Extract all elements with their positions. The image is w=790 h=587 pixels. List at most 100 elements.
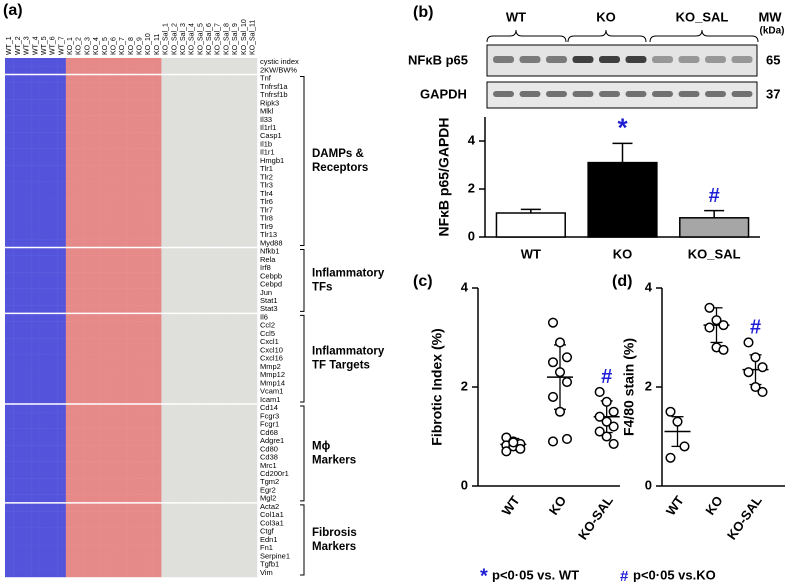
blot-mw: 65 <box>766 52 780 67</box>
y-tick-label: 4 <box>468 132 476 147</box>
heatmap-cell <box>170 568 179 578</box>
heatmap-cell <box>91 206 101 215</box>
heatmap-cell <box>57 544 67 553</box>
heatmap-cell <box>248 560 258 569</box>
heatmap-cell <box>144 66 153 75</box>
heatmap-cell <box>152 165 162 174</box>
heatmap-cell <box>22 255 32 265</box>
heatmap-cell <box>39 173 49 182</box>
heatmap-cell <box>22 90 32 100</box>
heatmap-cell <box>170 552 179 561</box>
heatmap-cell <box>48 263 58 273</box>
heatmap-cell <box>126 107 136 116</box>
heatmap-cell <box>48 436 58 446</box>
heatmap-cell <box>31 544 40 553</box>
heatmap-cell <box>13 445 23 454</box>
gene-label: Cxcl10 <box>260 345 283 354</box>
heatmap-cell <box>109 189 119 199</box>
heatmap-cell <box>222 527 232 537</box>
heatmap-cell <box>74 181 84 191</box>
heatmap-cell <box>74 255 84 265</box>
heatmap-cell <box>161 412 171 421</box>
heatmap-cell <box>170 371 179 380</box>
heatmap-cell <box>65 412 75 421</box>
heatmap-cell <box>31 552 40 561</box>
heatmap-cell <box>161 387 171 396</box>
heatmap-cell <box>109 436 119 446</box>
heatmap-cell <box>161 445 171 454</box>
heatmap-cell <box>213 404 223 413</box>
heatmap-cell <box>91 436 101 446</box>
heatmap-cell <box>230 272 240 281</box>
heatmap-cell <box>22 527 32 537</box>
heatmap-cell <box>39 395 49 405</box>
heatmap-cell <box>57 420 67 429</box>
heatmap-cell <box>83 428 93 438</box>
heatmap-cell <box>31 90 40 100</box>
heatmap-cell <box>91 478 101 487</box>
heatmap-cell <box>91 313 101 322</box>
heatmap-cell <box>144 387 153 396</box>
heatmap-cell <box>161 329 171 339</box>
heatmap-cell <box>109 206 119 215</box>
gene-label: Ccl5 <box>260 329 275 338</box>
heatmap-cell <box>65 189 75 199</box>
heatmap-cell <box>213 420 223 429</box>
heatmap-cell <box>5 461 14 471</box>
heatmap-cell <box>39 412 49 421</box>
heatmap-cell <box>109 329 119 339</box>
gene-label: Acta2 <box>260 502 279 511</box>
heatmap-cell <box>91 239 101 248</box>
heatmap-cell <box>248 222 258 232</box>
data-point <box>679 441 690 452</box>
data-point <box>594 411 605 422</box>
gene-label: Tnfrsf1a <box>260 82 288 91</box>
heatmap-cell <box>196 420 206 429</box>
heatmap-cell <box>5 321 14 331</box>
heatmap-cell <box>100 74 110 83</box>
gene-label: Tlr7 <box>260 205 273 214</box>
heatmap-cell <box>13 231 23 240</box>
column-label: KO_3 <box>84 37 91 55</box>
heatmap-cell <box>109 255 119 265</box>
heatmap-cell <box>31 354 40 364</box>
heatmap-cell <box>222 288 232 298</box>
heatmap-cell <box>126 214 136 223</box>
heatmap-cell <box>135 420 145 429</box>
gene-label: Vcam1 <box>260 387 283 396</box>
heatmap-cell <box>213 560 223 569</box>
heatmap-cell <box>222 387 232 396</box>
heatmap-cell <box>161 502 171 512</box>
gene-label: Fn1 <box>260 543 273 552</box>
heatmap-cell <box>57 478 67 487</box>
heatmap-cell <box>152 478 162 487</box>
heatmap-cell <box>13 362 23 372</box>
blot-braces <box>486 29 759 43</box>
heatmap-cell <box>22 132 32 141</box>
heatmap-cell <box>13 115 23 125</box>
heatmap-cell <box>187 148 197 158</box>
heatmap-cell <box>31 132 40 141</box>
heatmap-cell <box>109 544 119 553</box>
heatmap-cell <box>109 494 119 504</box>
heatmap-cell <box>39 214 49 223</box>
heatmap-cell <box>83 544 93 553</box>
heatmap-cell <box>239 288 249 298</box>
heatmap-cell <box>230 90 240 100</box>
heatmap-cell <box>91 148 101 158</box>
heatmap-cell <box>248 346 258 355</box>
heatmap-cell <box>222 428 232 438</box>
heatmap-cell <box>187 511 197 520</box>
heatmap-cell <box>39 222 49 232</box>
heatmap-cell <box>100 412 110 421</box>
band <box>705 56 726 63</box>
heatmap-cell <box>109 502 119 512</box>
heatmap-cell <box>22 181 32 191</box>
heatmap-cell <box>31 181 40 191</box>
heatmap-cell <box>126 206 136 215</box>
heatmap-cell <box>39 148 49 158</box>
heatmap-cell <box>65 404 75 413</box>
data-point <box>594 426 605 437</box>
heatmap-cell <box>65 272 75 281</box>
blot-group: KO_SAL <box>676 9 729 24</box>
